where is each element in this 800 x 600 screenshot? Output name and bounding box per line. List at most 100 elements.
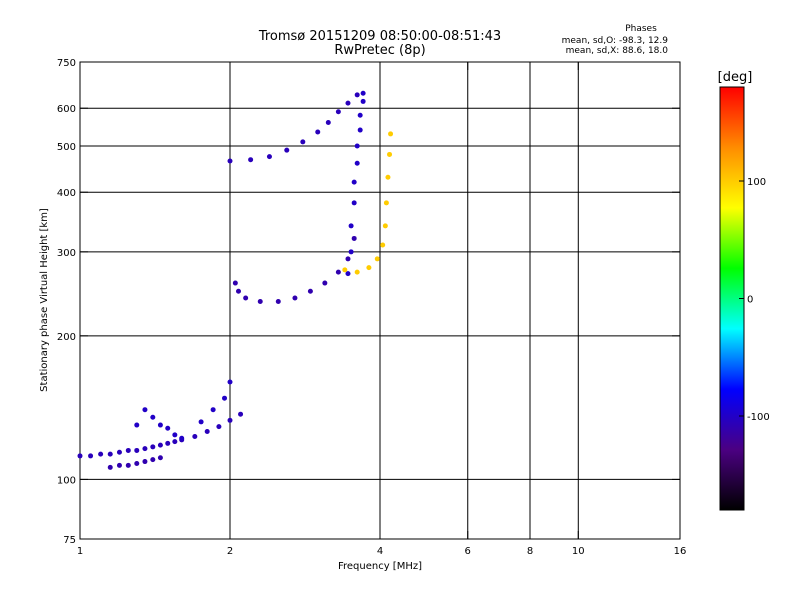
data-point-f1-o-trace — [243, 295, 249, 301]
data-point-e-region-upper — [222, 395, 228, 401]
data-point-f2-o-trace — [315, 129, 321, 135]
data-point-f2-o-trace — [335, 109, 341, 115]
data-point-f2-o-trace — [248, 157, 254, 163]
data-point-e-region — [77, 453, 83, 459]
data-point-f2-o-cusp — [360, 98, 366, 104]
data-point-e-region-lower — [125, 462, 131, 468]
data-point-e-region-lower — [157, 455, 163, 461]
colorbar-ticks: 100 0 -100 — [739, 177, 770, 423]
colorbar-tick-label: 100 — [747, 177, 766, 188]
data-points — [77, 90, 394, 470]
x-axis-label: Frequency [MHz] — [338, 561, 422, 572]
data-point-e-region-lower — [142, 459, 148, 465]
data-point-e-region — [150, 444, 156, 450]
y-tick-label: 400 — [57, 188, 76, 199]
data-point-e-region-upper — [142, 407, 148, 413]
y-tick-label: 100 — [57, 475, 76, 486]
data-point-f2-o-trace — [227, 158, 233, 164]
data-point-f1-o-trace — [275, 299, 281, 305]
data-point-e-region — [116, 449, 122, 455]
data-point-e-region — [204, 429, 210, 435]
data-point-f1-o-trace — [335, 269, 341, 275]
data-point-f1-o-trace — [307, 288, 313, 294]
data-point-x-trace — [388, 131, 394, 137]
data-point-e-region-lower — [150, 457, 156, 463]
data-point-f2-o-trace — [300, 139, 306, 145]
data-point-e-region — [134, 447, 140, 453]
data-point-e-region — [125, 447, 131, 453]
data-point-f2-o-cusp — [360, 90, 366, 96]
x-tick-label: 6 — [465, 546, 471, 557]
x-tick-label: 8 — [527, 546, 533, 557]
data-point-f1-o-trace — [235, 288, 241, 294]
data-point-e-region — [192, 434, 198, 440]
data-point-f2-o-trace — [354, 92, 360, 98]
grid — [80, 62, 680, 539]
data-point-e-region — [172, 439, 178, 445]
y-tick-label: 200 — [57, 332, 76, 343]
x-tick-label: 1 — [77, 546, 83, 557]
data-point-x-trace — [387, 151, 393, 157]
data-point-x-trace — [354, 269, 360, 275]
data-point-f2-o-cusp — [348, 249, 354, 255]
data-point-e-region-upper — [165, 425, 171, 431]
data-point-f2-o-trace — [325, 120, 331, 126]
data-point-e-region-upper — [157, 422, 163, 428]
data-point-f2-o-trace — [266, 154, 272, 160]
data-point-x-trace — [380, 242, 386, 248]
data-point-f1-o-trace — [292, 295, 298, 301]
stats-title: Phases — [625, 24, 657, 34]
data-point-f2-o-cusp — [351, 200, 357, 206]
data-point-e-region-upper — [172, 432, 178, 438]
data-point-e-region — [107, 451, 113, 457]
data-point-f2-o-cusp — [345, 271, 351, 277]
data-point-x-trace — [385, 174, 391, 180]
data-point-e-region-lower — [116, 462, 122, 468]
data-point-f2-o-trace — [345, 100, 351, 106]
data-point-f2-o-cusp — [354, 160, 360, 166]
y-tick-label: 300 — [57, 248, 76, 259]
data-point-e-region — [157, 442, 163, 448]
data-point-f2-o-trace — [284, 147, 290, 153]
y-tick-labels: 75 100 200 300 400 500 600 750 — [57, 58, 76, 546]
data-point-e-region — [142, 446, 148, 452]
data-point-e-region-upper — [227, 379, 233, 385]
data-point-e-region-upper — [179, 435, 185, 441]
data-point-x-trace — [342, 267, 348, 273]
data-point-e-region-upper — [150, 414, 156, 420]
data-point-e-region-lower — [107, 464, 113, 470]
x-tick-label: 2 — [227, 546, 233, 557]
data-point-e-region-upper — [134, 422, 140, 428]
y-tick-label: 75 — [63, 535, 76, 546]
x-tick-labels: 1 2 4 6 8 10 16 — [77, 546, 687, 557]
y-tick-label: 600 — [57, 104, 76, 115]
x-tick-label: 10 — [572, 546, 585, 557]
data-point-e-region — [238, 411, 244, 417]
y-tick-label: 750 — [57, 58, 76, 69]
data-point-f1-o-trace — [351, 235, 357, 241]
y-axis-label: Stationary phase Virtual Height [km] — [39, 208, 50, 392]
stats-x-mode: mean, sd,X: 88.6, 18.0 — [566, 46, 669, 56]
data-point-e-region-upper — [210, 407, 216, 413]
chart-subtitle: RwPretec (8p) — [334, 43, 425, 58]
data-point-f2-o-cusp — [357, 112, 363, 118]
x-tick-label: 16 — [674, 546, 687, 557]
chart-title: Tromsø 20151209 08:50:00-08:51:43 — [258, 29, 501, 44]
data-point-f1-o-trace — [322, 280, 328, 286]
x-tick-label: 4 — [377, 546, 383, 557]
axis-ticks — [79, 61, 681, 540]
y-tick-label: 500 — [57, 142, 76, 153]
data-point-e-region-lower — [134, 460, 140, 466]
data-point-x-trace — [374, 256, 380, 262]
data-point-e-region — [98, 451, 104, 457]
data-point-f2-o-cusp — [357, 127, 363, 133]
data-point-x-trace — [366, 265, 372, 271]
data-point-e-region — [227, 417, 233, 423]
data-point-e-region — [216, 424, 222, 430]
stats-o-mode: mean, sd,O: -98.3, 12.9 — [562, 36, 669, 46]
data-point-f2-o-cusp — [354, 143, 360, 149]
data-point-f1-o-trace — [257, 299, 263, 305]
data-point-x-trace — [382, 223, 388, 229]
colorbar-tick-label: 0 — [747, 295, 753, 306]
